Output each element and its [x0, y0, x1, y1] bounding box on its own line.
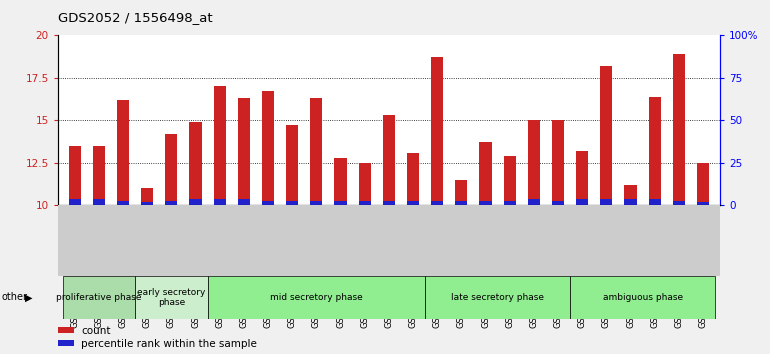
Bar: [359, 163, 370, 205]
Text: other: other: [2, 292, 28, 302]
Bar: [576, 199, 588, 205]
Text: ambiguous phase: ambiguous phase: [603, 293, 683, 302]
Bar: [648, 199, 661, 205]
Bar: [93, 199, 105, 205]
Bar: [624, 185, 637, 205]
Bar: [166, 134, 177, 205]
Bar: [407, 153, 419, 205]
Bar: [62, 276, 135, 319]
Bar: [141, 188, 153, 205]
Text: percentile rank within the sample: percentile rank within the sample: [81, 339, 257, 349]
Text: ▶: ▶: [25, 292, 33, 302]
Text: early secretory
phase: early secretory phase: [137, 288, 206, 307]
Bar: [208, 276, 425, 319]
Bar: [359, 201, 370, 205]
Bar: [310, 98, 323, 205]
Bar: [93, 146, 105, 205]
Bar: [334, 158, 346, 205]
Bar: [407, 201, 419, 205]
Bar: [552, 201, 564, 205]
Bar: [141, 202, 153, 205]
Bar: [570, 276, 715, 319]
Bar: [552, 120, 564, 205]
Bar: [480, 201, 491, 205]
Bar: [480, 142, 491, 205]
Bar: [624, 199, 637, 205]
Bar: [213, 199, 226, 205]
Bar: [262, 91, 274, 205]
Bar: [527, 199, 540, 205]
Bar: [527, 120, 540, 205]
Bar: [504, 201, 516, 205]
Bar: [648, 97, 661, 205]
Bar: [238, 98, 250, 205]
Bar: [455, 180, 467, 205]
Bar: [189, 199, 202, 205]
Text: late secretory phase: late secretory phase: [451, 293, 544, 302]
Bar: [383, 201, 395, 205]
Bar: [213, 86, 226, 205]
Bar: [135, 276, 208, 319]
Bar: [431, 57, 444, 205]
Bar: [238, 199, 250, 205]
Text: count: count: [81, 326, 110, 336]
Bar: [425, 276, 570, 319]
Bar: [383, 115, 395, 205]
Bar: [431, 201, 444, 205]
Bar: [69, 146, 81, 205]
Bar: [58, 340, 74, 346]
Bar: [673, 201, 685, 205]
Text: proliferative phase: proliferative phase: [56, 293, 142, 302]
Bar: [697, 202, 709, 205]
Bar: [58, 327, 74, 333]
Bar: [455, 201, 467, 205]
Bar: [262, 201, 274, 205]
Text: GDS2052 / 1556498_at: GDS2052 / 1556498_at: [58, 11, 213, 24]
Bar: [334, 201, 346, 205]
Bar: [601, 199, 612, 205]
Bar: [117, 100, 129, 205]
Bar: [697, 163, 709, 205]
Bar: [601, 66, 612, 205]
Bar: [69, 199, 81, 205]
Bar: [286, 125, 298, 205]
Text: mid secretory phase: mid secretory phase: [270, 293, 363, 302]
Bar: [189, 122, 202, 205]
Bar: [166, 201, 177, 205]
Bar: [310, 201, 323, 205]
Bar: [504, 156, 516, 205]
Bar: [286, 201, 298, 205]
Bar: [576, 151, 588, 205]
Bar: [117, 201, 129, 205]
Bar: [673, 54, 685, 205]
